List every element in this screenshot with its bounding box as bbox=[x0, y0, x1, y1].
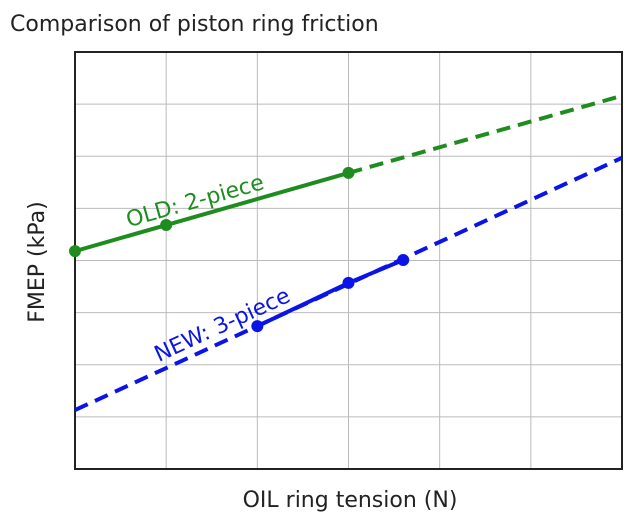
x-axis-label: OIL ring tension (N) bbox=[243, 488, 458, 513]
marker bbox=[342, 276, 355, 289]
y-axis-label: FMEP (kPa) bbox=[25, 201, 50, 322]
marker bbox=[69, 245, 81, 258]
marker bbox=[342, 166, 355, 179]
chart-title: Comparison of piston ring friction bbox=[10, 12, 379, 37]
marker bbox=[160, 219, 173, 232]
line-extension bbox=[74, 155, 623, 412]
plot-frame bbox=[74, 51, 623, 470]
marker bbox=[251, 320, 264, 333]
line-extension bbox=[347, 93, 623, 175]
marker bbox=[397, 253, 410, 266]
series-label: NEW: 3-piece bbox=[151, 284, 294, 368]
